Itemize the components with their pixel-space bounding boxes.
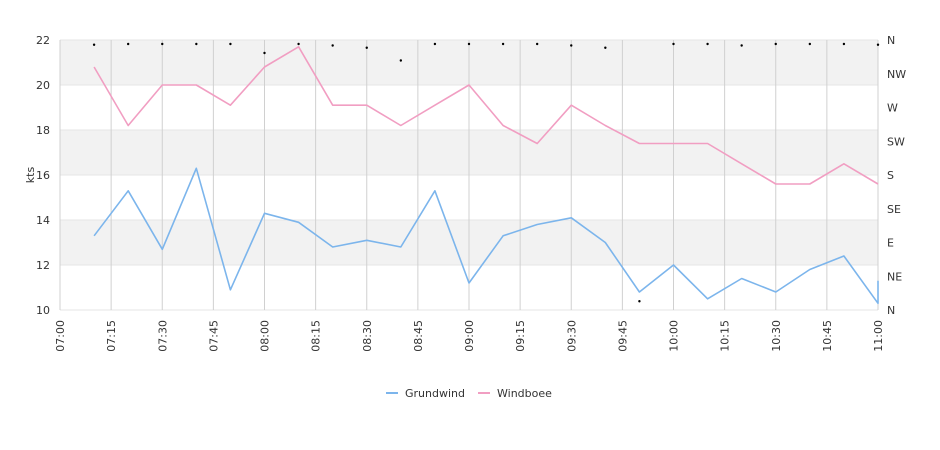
- direction-point: [740, 44, 743, 47]
- direction-point: [808, 42, 812, 46]
- direction-tick-label: SE: [887, 203, 901, 216]
- direction-point: [706, 42, 709, 46]
- direction-point: [604, 46, 607, 49]
- x-tick-label: 11:00: [872, 320, 885, 352]
- x-tick-label: 09:45: [616, 320, 629, 352]
- direction-tick-label: NW: [887, 68, 906, 81]
- direction-axis-ticks: N NW W SW S SE E NE N: [887, 34, 906, 317]
- direction-point: [92, 43, 96, 46]
- x-tick-label: 10:30: [770, 320, 783, 352]
- y-tick-label: 14: [36, 214, 50, 227]
- y-tick-label: 12: [36, 259, 50, 272]
- direction-point: [570, 44, 573, 47]
- direction-point: [195, 42, 198, 46]
- y-tick-label: 10: [36, 304, 50, 317]
- y-tick-label: 18: [36, 124, 50, 137]
- direction-tick-label: E: [887, 237, 894, 250]
- direction-tick-label: SW: [887, 135, 905, 148]
- legend[interactable]: Grundwind Windboee: [386, 387, 552, 400]
- x-tick-label: 07:45: [207, 320, 220, 352]
- direction-tick-label: N: [887, 34, 895, 47]
- legend-label: Grundwind: [405, 387, 465, 400]
- series-line-grundwind: [93, 167, 879, 305]
- direction-point: [365, 46, 368, 49]
- x-tick-label: 08:15: [310, 320, 323, 352]
- x-tick-label: 09:15: [514, 320, 527, 352]
- x-tick-label: 07:00: [54, 320, 67, 352]
- direction-point: [399, 59, 403, 62]
- x-tick-label: 08:30: [361, 320, 374, 352]
- direction-markers: [92, 42, 880, 303]
- direction-point: [297, 42, 300, 46]
- y-tick-label: 16: [36, 169, 50, 182]
- direction-point: [842, 42, 846, 46]
- direction-point: [331, 44, 334, 47]
- x-tick-label: 07:15: [105, 320, 118, 352]
- direction-point: [535, 42, 539, 46]
- legend-item-grundwind[interactable]: Grundwind: [386, 387, 465, 400]
- x-tick-label: 09:30: [565, 320, 578, 352]
- direction-point: [501, 42, 505, 46]
- y-axis-label: kts: [24, 167, 37, 184]
- y-tick-label: 20: [36, 79, 50, 92]
- legend-item-windboee[interactable]: Windboee: [478, 387, 552, 400]
- x-tick-label: 10:15: [719, 320, 732, 352]
- direction-point: [433, 42, 437, 46]
- direction-point: [876, 43, 880, 46]
- x-tick-label: 08:45: [412, 320, 425, 352]
- direction-point: [161, 42, 164, 46]
- direction-point: [672, 42, 675, 46]
- direction-point: [126, 42, 130, 46]
- direction-tick-label: N: [887, 304, 895, 317]
- series-line-windboee: [93, 45, 879, 185]
- series-lines: [93, 45, 879, 305]
- direction-point: [774, 42, 777, 46]
- direction-point: [263, 51, 266, 55]
- x-tick-label: 08:00: [259, 320, 272, 352]
- direction-tick-label: NE: [887, 270, 902, 283]
- direction-point: [229, 42, 232, 46]
- x-axis-ticks: 07:00 07:15 07:30 07:45 08:00 08:15 08:30 08:45…: [54, 320, 885, 352]
- legend-label: Windboee: [497, 387, 552, 400]
- x-tick-label: 07:30: [156, 320, 169, 352]
- grid-lines: [59, 39, 879, 311]
- y-axis-ticks: 10 12 14 16 18 20 22: [36, 34, 50, 317]
- direction-point: [467, 42, 471, 46]
- direction-tick-label: W: [887, 102, 898, 115]
- x-tick-label: 10:45: [821, 320, 834, 352]
- direction-tick-label: S: [887, 169, 894, 182]
- direction-point: [638, 300, 641, 303]
- y-tick-label: 22: [36, 34, 50, 47]
- x-tick-label: 10:00: [668, 320, 681, 352]
- x-tick-label: 09:00: [463, 320, 476, 352]
